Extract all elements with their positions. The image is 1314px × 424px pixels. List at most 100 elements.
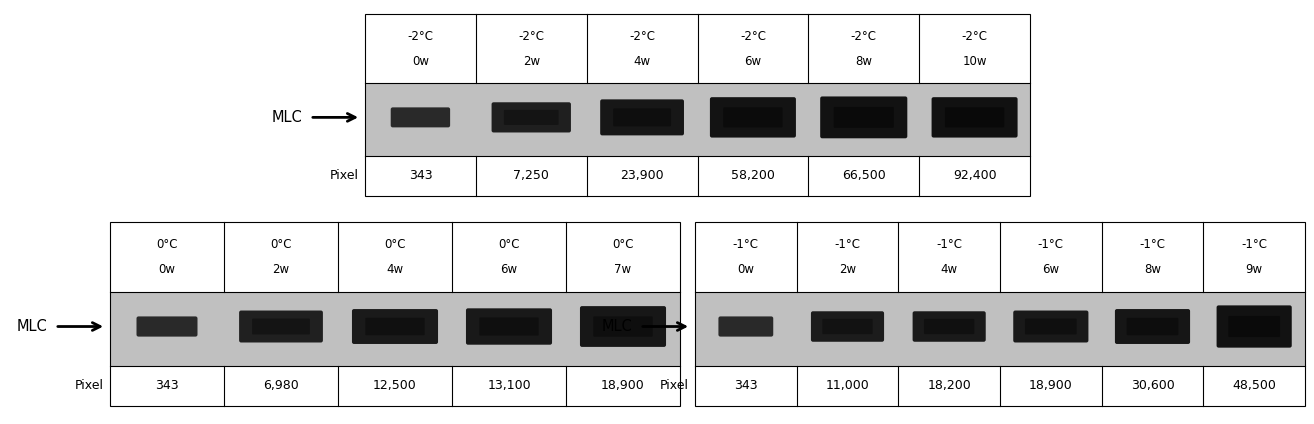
- Bar: [110, 365, 681, 406]
- Bar: [695, 365, 1305, 406]
- Text: -1°C: -1°C: [834, 238, 861, 251]
- Text: 0w: 0w: [411, 55, 428, 67]
- FancyBboxPatch shape: [600, 99, 685, 135]
- Text: 13,100: 13,100: [487, 379, 531, 392]
- FancyBboxPatch shape: [913, 311, 986, 342]
- Text: 18,200: 18,200: [928, 379, 971, 392]
- Text: -2°C: -2°C: [629, 30, 656, 43]
- Text: -2°C: -2°C: [962, 30, 988, 43]
- FancyBboxPatch shape: [710, 97, 796, 137]
- FancyBboxPatch shape: [491, 102, 572, 132]
- FancyBboxPatch shape: [466, 308, 552, 345]
- FancyBboxPatch shape: [1114, 309, 1190, 344]
- Text: 2w: 2w: [272, 263, 289, 276]
- Text: 0w: 0w: [159, 263, 176, 276]
- Text: 7w: 7w: [615, 263, 632, 276]
- Text: 6w: 6w: [501, 263, 518, 276]
- Bar: [695, 222, 1305, 406]
- Text: 8w: 8w: [1144, 263, 1162, 276]
- Text: 12,500: 12,500: [373, 379, 417, 392]
- Bar: [110, 292, 681, 365]
- Text: -2°C: -2°C: [407, 30, 434, 43]
- Bar: [695, 292, 1305, 365]
- FancyBboxPatch shape: [833, 107, 894, 128]
- Text: 7,250: 7,250: [514, 170, 549, 182]
- Text: 0°C: 0°C: [271, 238, 292, 251]
- FancyBboxPatch shape: [945, 107, 1004, 128]
- Text: 343: 343: [409, 170, 432, 182]
- Text: 30,600: 30,600: [1130, 379, 1175, 392]
- Text: 4w: 4w: [633, 55, 650, 67]
- FancyBboxPatch shape: [480, 318, 539, 336]
- Text: 10w: 10w: [962, 55, 987, 67]
- Bar: [365, 14, 1030, 196]
- Text: 2w: 2w: [523, 55, 540, 67]
- FancyBboxPatch shape: [1229, 316, 1280, 337]
- Text: 343: 343: [735, 379, 758, 392]
- FancyBboxPatch shape: [719, 316, 773, 337]
- Text: 0°C: 0°C: [156, 238, 177, 251]
- Text: 23,900: 23,900: [620, 170, 664, 182]
- FancyBboxPatch shape: [390, 107, 451, 127]
- Text: 9w: 9w: [1246, 263, 1263, 276]
- FancyBboxPatch shape: [932, 97, 1017, 137]
- FancyBboxPatch shape: [1025, 318, 1076, 335]
- Bar: [365, 83, 1030, 156]
- Text: 6,980: 6,980: [263, 379, 298, 392]
- Text: Pixel: Pixel: [75, 379, 104, 392]
- Text: 2w: 2w: [838, 263, 855, 276]
- Bar: [110, 222, 681, 406]
- Text: 8w: 8w: [855, 55, 872, 67]
- Text: 66,500: 66,500: [842, 170, 886, 182]
- Text: -2°C: -2°C: [518, 30, 544, 43]
- FancyBboxPatch shape: [614, 109, 671, 126]
- Text: 92,400: 92,400: [953, 170, 996, 182]
- Bar: [365, 156, 1030, 196]
- Text: -1°C: -1°C: [733, 238, 758, 251]
- FancyBboxPatch shape: [594, 316, 653, 337]
- FancyBboxPatch shape: [823, 319, 872, 334]
- Text: 0°C: 0°C: [498, 238, 520, 251]
- Text: 6w: 6w: [744, 55, 762, 67]
- Text: 58,200: 58,200: [731, 170, 775, 182]
- Text: 0°C: 0°C: [384, 238, 406, 251]
- Text: -1°C: -1°C: [936, 238, 962, 251]
- Text: 4w: 4w: [941, 263, 958, 276]
- FancyBboxPatch shape: [352, 309, 438, 344]
- FancyBboxPatch shape: [252, 318, 310, 335]
- Text: 18,900: 18,900: [1029, 379, 1072, 392]
- Text: Pixel: Pixel: [330, 170, 359, 182]
- FancyBboxPatch shape: [137, 316, 197, 337]
- FancyBboxPatch shape: [1217, 305, 1292, 348]
- FancyBboxPatch shape: [1126, 318, 1179, 335]
- Text: 11,000: 11,000: [825, 379, 870, 392]
- Text: -2°C: -2°C: [740, 30, 766, 43]
- Bar: [110, 222, 681, 292]
- FancyBboxPatch shape: [503, 110, 558, 125]
- Text: 4w: 4w: [386, 263, 403, 276]
- Text: 6w: 6w: [1042, 263, 1059, 276]
- Bar: [365, 14, 1030, 83]
- Text: -1°C: -1°C: [1242, 238, 1267, 251]
- Text: -2°C: -2°C: [850, 30, 876, 43]
- Text: MLC: MLC: [271, 110, 302, 125]
- FancyBboxPatch shape: [924, 319, 975, 334]
- Text: -1°C: -1°C: [1139, 238, 1166, 251]
- Text: 343: 343: [155, 379, 179, 392]
- FancyBboxPatch shape: [1013, 310, 1088, 343]
- Bar: [695, 222, 1305, 292]
- Text: 18,900: 18,900: [600, 379, 645, 392]
- FancyBboxPatch shape: [811, 311, 884, 342]
- Text: MLC: MLC: [16, 319, 47, 334]
- FancyBboxPatch shape: [239, 310, 323, 343]
- Text: 0w: 0w: [737, 263, 754, 276]
- FancyBboxPatch shape: [723, 107, 783, 128]
- FancyBboxPatch shape: [365, 318, 424, 335]
- Text: -1°C: -1°C: [1038, 238, 1064, 251]
- Text: 0°C: 0°C: [612, 238, 633, 251]
- FancyBboxPatch shape: [579, 306, 666, 347]
- Text: 48,500: 48,500: [1233, 379, 1276, 392]
- Text: Pixel: Pixel: [660, 379, 689, 392]
- FancyBboxPatch shape: [820, 96, 907, 138]
- Text: MLC: MLC: [602, 319, 632, 334]
